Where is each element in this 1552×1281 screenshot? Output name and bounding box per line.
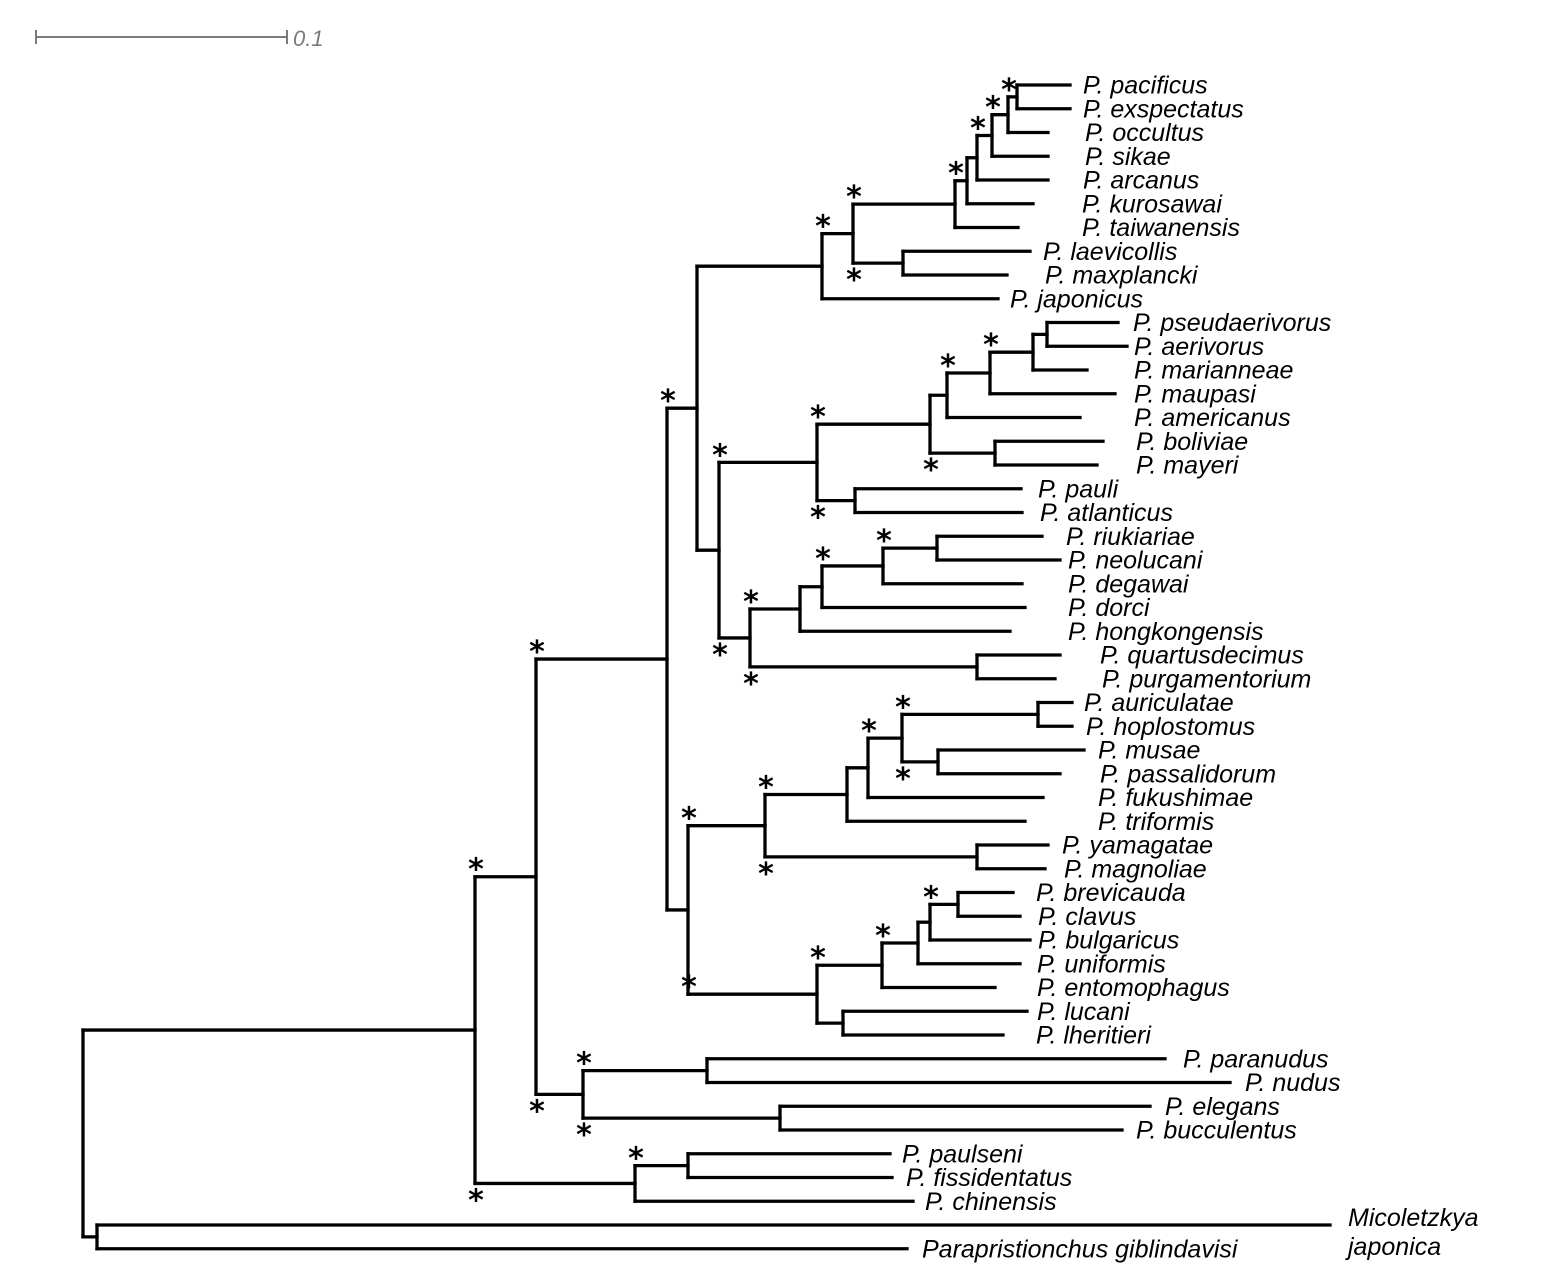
taxon-label: P. degawai <box>1068 570 1190 598</box>
taxon-label: Micoletzkya japonica <box>1345 1204 1479 1261</box>
taxon-label: P. bulgaricus <box>1038 927 1179 955</box>
taxon-label: P. clavus <box>1038 903 1136 931</box>
support-asterisk: * <box>948 157 964 192</box>
taxon-label: P. kurosawai <box>1082 190 1223 218</box>
support-asterisk: * <box>712 638 728 673</box>
taxon-label: P. uniformis <box>1037 950 1166 978</box>
taxon-label: P. quartusdecimus <box>1100 642 1304 670</box>
taxon-label: P. taiwanensis <box>1082 214 1240 242</box>
taxon-label: P. yamagatae <box>1062 832 1213 860</box>
support-asterisk: * <box>846 180 862 215</box>
taxon-label: P. pauli <box>1038 475 1120 503</box>
taxon-label: P. boliviae <box>1136 428 1248 456</box>
taxon-label: P. purgamentorium <box>1102 665 1311 693</box>
support-asterisk: * <box>875 919 891 954</box>
taxon-label: P. lucani <box>1037 998 1131 1026</box>
support-asterisk: * <box>576 1047 592 1082</box>
support-asterisk: * <box>660 384 676 419</box>
scale-bar-label: 0.1 <box>293 26 324 51</box>
support-asterisk: * <box>576 1118 592 1153</box>
support-asterisk: * <box>861 714 877 749</box>
support-asterisk: * <box>983 328 999 363</box>
taxon-label: P. maxplancki <box>1045 262 1199 290</box>
taxon-label: P. occultus <box>1085 119 1204 147</box>
support-asterisk: * <box>529 635 545 670</box>
support-asterisk: * <box>810 400 826 435</box>
support-asterisk: * <box>846 263 862 298</box>
support-asterisk: * <box>681 802 697 837</box>
support-asterisk: * <box>810 941 826 976</box>
support-asterisk: * <box>1001 73 1017 108</box>
taxon-label: P. elegans <box>1165 1093 1280 1121</box>
support-asterisk: * <box>681 970 697 1005</box>
taxon-label: P. hongkongensis <box>1068 618 1264 646</box>
taxon-label: P. chinensis <box>925 1188 1057 1216</box>
taxon-label: P. atlanticus <box>1040 499 1173 527</box>
support-asterisk: * <box>923 880 939 915</box>
taxon-label: P. triformis <box>1098 808 1214 836</box>
taxon-label: P. hoplostomus <box>1086 713 1255 741</box>
taxon-label: P. brevicauda <box>1036 879 1186 907</box>
support-asterisk: * <box>876 524 892 559</box>
support-asterisk: * <box>985 91 1001 126</box>
taxon-label: P. paranudus <box>1183 1045 1329 1073</box>
support-asterisk: * <box>895 762 911 797</box>
taxon-label: P. mayeri <box>1136 452 1240 480</box>
taxon-label: P. passalidorum <box>1100 760 1276 788</box>
taxon-label: P. lheritieri <box>1036 1022 1152 1050</box>
taxon-label: P. aerivorus <box>1134 333 1264 361</box>
taxon-label: P. bucculentus <box>1136 1117 1297 1145</box>
taxon-label: P. magnoliae <box>1064 855 1207 883</box>
support-asterisk: * <box>970 111 986 146</box>
support-asterisk: * <box>810 501 826 536</box>
taxon-label: P. arcanus <box>1083 167 1199 195</box>
taxon-label: P. dorci <box>1068 594 1151 622</box>
taxon-label: P. paulseni <box>902 1140 1024 1168</box>
branches <box>81 83 1332 1251</box>
taxon-label: P. laevicollis <box>1043 238 1177 266</box>
support-asterisk: * <box>468 853 484 888</box>
taxon-label: P. auriculatae <box>1084 689 1234 717</box>
taxon-label: P. sikae <box>1085 143 1171 171</box>
taxon-label: P. fukushimae <box>1098 784 1253 812</box>
taxon-label: P. nudus <box>1245 1069 1340 1097</box>
taxon-label: P. neolucani <box>1068 547 1204 575</box>
support-asterisk: * <box>743 667 759 702</box>
support-asterisk: * <box>923 453 939 488</box>
support-asterisk: * <box>529 1094 545 1129</box>
support-asterisk: * <box>895 690 911 725</box>
taxon-label: P. musae <box>1098 737 1200 765</box>
taxon-label: P. pacificus <box>1083 72 1208 100</box>
scale-bar: 0.1 <box>35 26 324 51</box>
taxon-label: P. exspectatus <box>1083 95 1244 123</box>
support-asterisk: * <box>758 771 774 806</box>
taxon-label: P. marianneae <box>1134 357 1293 385</box>
support-asterisk: * <box>468 1183 484 1218</box>
taxon-label: P. pseudaerivorus <box>1133 309 1331 337</box>
taxon-label: P. maupasi <box>1134 380 1257 408</box>
support-asterisk: * <box>940 349 956 384</box>
support-asterisk: * <box>815 542 831 577</box>
taxon-label: P. fissidentatus <box>906 1164 1072 1192</box>
support-asterisk: * <box>743 585 759 620</box>
taxon-label: P. riukiariae <box>1066 523 1195 551</box>
taxon-label: P. japonicus <box>1010 285 1143 313</box>
taxon-label: Parapristionchus giblindavisi <box>922 1235 1239 1263</box>
support-asterisk: * <box>628 1142 644 1177</box>
taxon-label: P. entomophagus <box>1037 974 1230 1002</box>
support-asterisk: * <box>815 210 831 245</box>
support-values: ************************************ <box>468 73 1017 1219</box>
support-asterisk: * <box>758 857 774 892</box>
support-asterisk: * <box>712 438 728 473</box>
taxon-label: P. americanus <box>1134 404 1291 432</box>
